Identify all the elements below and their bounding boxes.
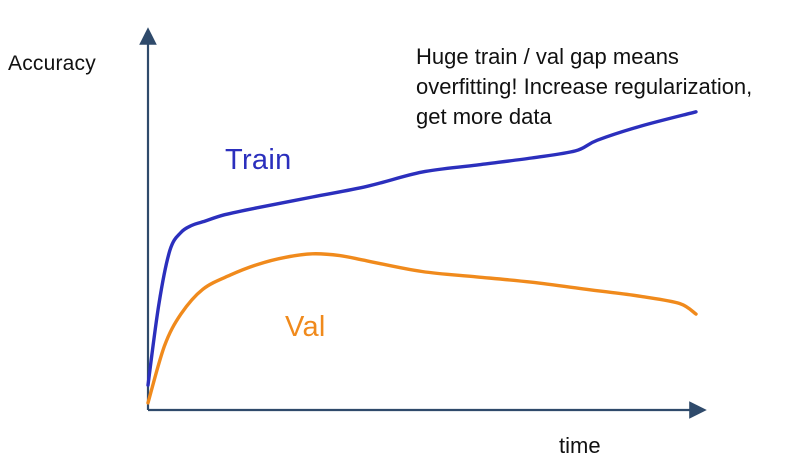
series-label-val: Val: [285, 311, 326, 343]
x-axis-label: time: [559, 433, 601, 458]
series-label-train: Train: [225, 144, 292, 176]
annotation-line: overfitting! Increase regularization,: [416, 74, 753, 99]
series-line-train: [146, 110, 698, 387]
series-line-val: [146, 252, 698, 405]
annotation: Huge train / val gap means overfitting! …: [416, 42, 800, 132]
annotation-line: get more data: [416, 104, 552, 129]
series-group: [146, 110, 698, 405]
y-axis-label: Accuracy: [8, 52, 96, 75]
annotation-line: Huge train / val gap means: [416, 44, 679, 69]
